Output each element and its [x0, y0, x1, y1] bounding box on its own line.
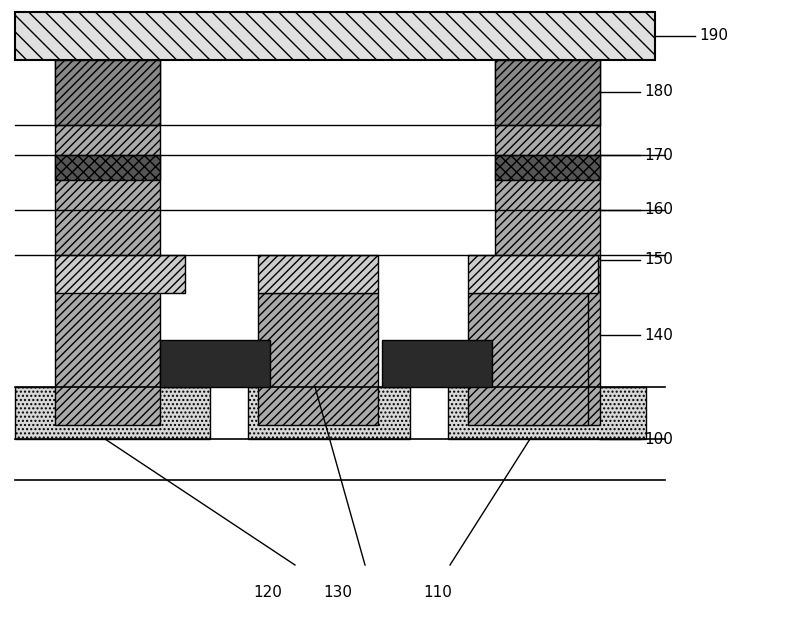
Text: 110: 110: [423, 585, 453, 600]
Text: 180: 180: [644, 84, 673, 99]
Bar: [248, 387, 410, 439]
Bar: [55, 60, 160, 425]
Bar: [160, 340, 270, 387]
Bar: [468, 293, 588, 425]
Text: 140: 140: [644, 328, 673, 343]
Text: 130: 130: [323, 585, 353, 600]
Bar: [15, 12, 655, 60]
Bar: [258, 255, 378, 293]
Bar: [495, 155, 600, 180]
Text: 190: 190: [699, 28, 728, 43]
Text: 150: 150: [644, 252, 673, 267]
Bar: [448, 387, 646, 439]
Bar: [382, 340, 492, 387]
Bar: [55, 255, 185, 293]
Bar: [55, 155, 160, 180]
Text: 120: 120: [254, 585, 282, 600]
Bar: [468, 255, 598, 293]
Bar: [495, 60, 600, 125]
Text: 170: 170: [644, 147, 673, 162]
Bar: [15, 387, 210, 439]
Text: 100: 100: [644, 431, 673, 447]
Bar: [258, 293, 378, 425]
Text: 160: 160: [644, 203, 673, 218]
Bar: [55, 60, 160, 125]
Bar: [495, 60, 600, 425]
